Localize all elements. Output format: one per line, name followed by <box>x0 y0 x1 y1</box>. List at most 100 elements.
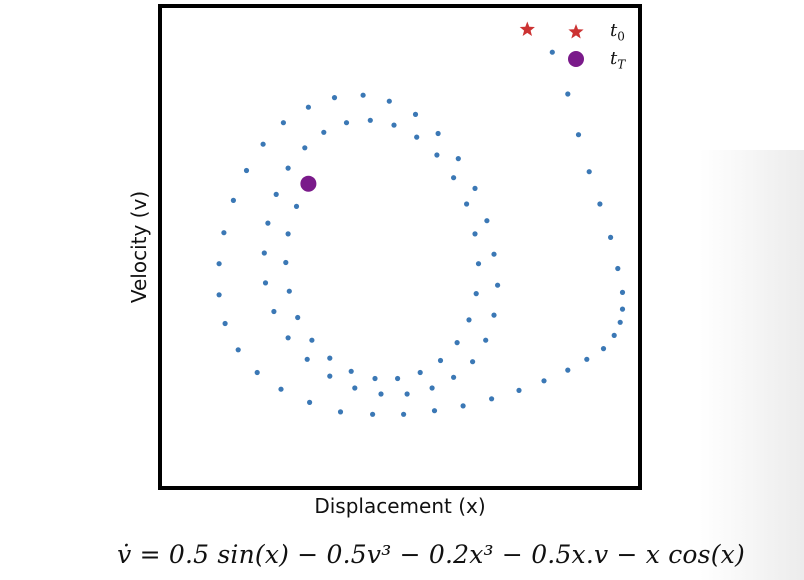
end-marker-circle <box>300 175 317 192</box>
data-point <box>370 411 376 417</box>
data-point <box>586 169 592 175</box>
data-point <box>414 134 420 140</box>
data-point <box>454 340 460 346</box>
data-point <box>260 141 266 147</box>
data-point <box>597 201 603 207</box>
data-point <box>541 378 547 384</box>
data-point <box>584 356 590 362</box>
data-point <box>483 337 489 343</box>
data-point <box>565 91 571 97</box>
data-point <box>343 120 350 126</box>
data-point <box>391 122 397 128</box>
legend-label-t0: t0 <box>610 20 625 44</box>
data-point <box>286 288 292 294</box>
data-point <box>412 111 419 117</box>
data-point <box>491 312 497 318</box>
data-point <box>307 399 313 405</box>
data-point <box>360 92 366 98</box>
data-point <box>472 231 478 237</box>
data-point <box>460 403 466 409</box>
data-point <box>280 120 286 126</box>
axes-frame <box>158 4 642 490</box>
data-point <box>327 355 333 361</box>
data-point <box>386 98 392 104</box>
data-point <box>372 375 378 382</box>
data-point <box>455 156 461 162</box>
data-point <box>278 386 284 392</box>
data-point <box>352 385 358 391</box>
data-point <box>516 387 522 393</box>
data-point <box>309 337 315 343</box>
data-point <box>401 411 407 417</box>
data-point <box>434 152 440 158</box>
data-point <box>619 306 626 312</box>
data-point <box>283 259 289 266</box>
data-point <box>348 368 354 374</box>
data-point <box>261 250 267 256</box>
data-point <box>285 335 291 341</box>
data-point <box>615 265 621 272</box>
data-point <box>304 356 310 362</box>
data-point <box>464 201 470 207</box>
data-point <box>367 117 373 123</box>
data-point <box>395 375 401 382</box>
data-point <box>337 409 344 415</box>
data-point <box>435 130 441 137</box>
data-point <box>617 319 623 325</box>
legend: t0 tT <box>458 16 638 76</box>
data-point <box>600 346 607 352</box>
data-point <box>608 234 614 240</box>
data-point <box>221 230 227 236</box>
data-point <box>235 347 241 353</box>
data-point <box>619 289 626 295</box>
data-point <box>378 391 384 397</box>
equation: v̇ = 0.5 sin(x) − 0.5v³ − 0.2x³ − 0.5x.v… <box>117 540 745 569</box>
points-layer <box>216 49 626 417</box>
data-point <box>331 95 338 101</box>
data-point <box>429 385 435 391</box>
data-point <box>417 369 423 376</box>
data-point <box>565 367 571 373</box>
data-point <box>285 231 291 237</box>
data-point <box>305 104 311 110</box>
data-point <box>491 251 497 257</box>
data-point <box>216 261 222 267</box>
data-point <box>451 374 457 380</box>
data-point <box>495 282 501 288</box>
data-point <box>473 291 479 297</box>
data-point <box>470 359 476 365</box>
markers-layer <box>300 21 535 192</box>
x-axis-label: Displacement (x) <box>314 494 486 518</box>
data-point <box>404 391 410 397</box>
data-point <box>271 308 277 315</box>
data-point <box>475 261 482 267</box>
data-point <box>611 332 617 338</box>
legend-entry-start: t0 <box>458 20 638 46</box>
data-point <box>295 314 301 321</box>
legend-entry-end: tT <box>458 48 638 74</box>
data-point <box>222 320 228 327</box>
data-point <box>254 369 260 376</box>
data-point <box>549 49 555 55</box>
data-point <box>327 373 333 379</box>
data-point <box>484 218 490 224</box>
data-point <box>466 317 472 323</box>
data-point <box>302 145 308 151</box>
background-fade <box>700 150 804 580</box>
data-point <box>293 203 300 209</box>
data-point <box>575 132 582 138</box>
data-point <box>273 191 279 197</box>
data-point <box>262 280 269 286</box>
legend-label-tT: tT <box>610 48 626 72</box>
data-point <box>285 165 291 171</box>
data-point <box>230 197 236 203</box>
y-axis-label: Velocity (v) <box>127 190 151 304</box>
data-point <box>321 129 327 135</box>
data-point <box>472 185 478 191</box>
data-point <box>437 357 444 364</box>
legend-circle-icon <box>568 51 584 67</box>
data-point <box>451 175 457 181</box>
data-point <box>431 408 438 414</box>
